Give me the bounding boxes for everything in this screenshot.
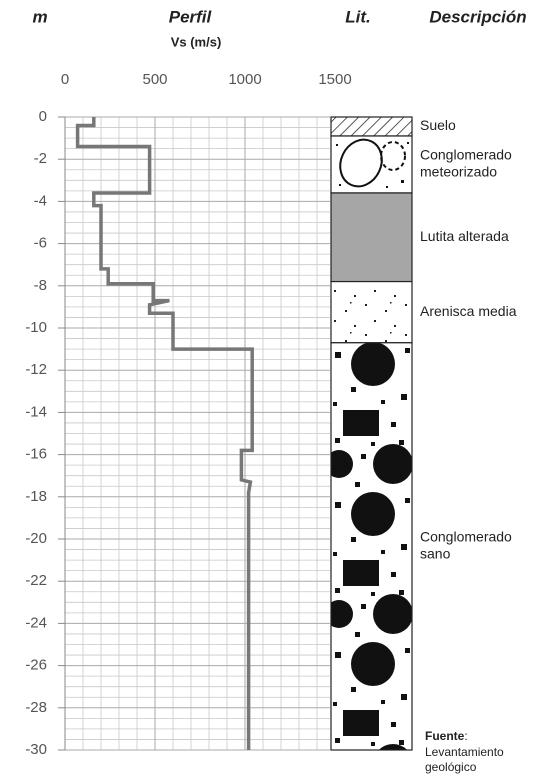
y-tick-label: -20: [25, 530, 47, 547]
source-colon: :: [464, 729, 467, 743]
y-tick-label: -28: [25, 699, 47, 716]
y-tick-label: -12: [25, 361, 47, 378]
lithology-layer: [330, 342, 413, 751]
lithology-label: Conglomerado: [420, 529, 512, 545]
y-tick-label: -4: [34, 192, 47, 209]
y-tick-label: -16: [25, 446, 47, 463]
lithology-label: meteorizado: [420, 164, 497, 180]
lithology-label: sano: [420, 546, 451, 562]
lithology-layer: [330, 280, 413, 344]
x-tick-label: 500: [142, 71, 167, 88]
x-tick-label: 0: [61, 71, 69, 88]
x-tick-label: 1500: [318, 71, 351, 88]
y-tick-label: -26: [25, 657, 47, 674]
lithology-layer: [330, 192, 413, 283]
source: Fuente:: [425, 729, 468, 743]
lith-label: Lit.: [345, 7, 371, 26]
y-tick-label: -10: [25, 319, 47, 336]
chart-title: Perfil: [169, 7, 213, 26]
desc-label: Descripción: [429, 7, 526, 26]
x-tick-label: 1000: [228, 71, 261, 88]
lithology-label: Suelo: [420, 117, 456, 133]
lithology-label: Conglomerado: [420, 147, 512, 163]
lithology-layer: [330, 135, 413, 194]
lithology-layer: [330, 116, 413, 137]
y-tick-label: 0: [39, 108, 47, 125]
y-tick-label: -24: [25, 614, 47, 631]
source-line: geológico: [425, 760, 477, 774]
lithology-label: Lutita alterada: [420, 228, 509, 244]
y-tick-label: -2: [34, 150, 47, 167]
lithology-label: Arenisca media: [420, 303, 517, 319]
x-axis-label: Vs (m/s): [171, 34, 222, 49]
vs-profile: [75, 117, 254, 750]
y-tick-label: -30: [25, 741, 47, 758]
y-tick-label: -6: [34, 235, 47, 252]
y-tick-label: -18: [25, 488, 47, 505]
source-label: Fuente: [425, 729, 465, 743]
y-tick-label: -22: [25, 572, 47, 589]
y-tick-label: -8: [34, 277, 47, 294]
y-tick-label: -14: [25, 403, 47, 420]
source-line: Levantamiento: [425, 745, 504, 759]
depth-label: m: [32, 7, 47, 26]
